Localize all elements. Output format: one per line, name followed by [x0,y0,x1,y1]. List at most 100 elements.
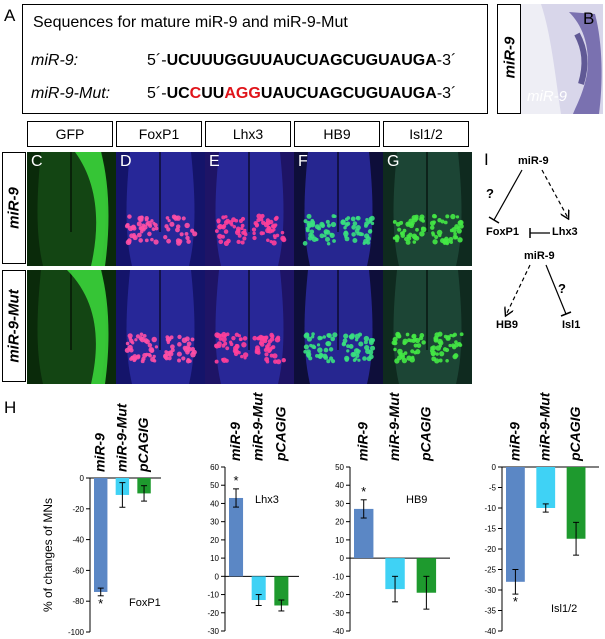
diagram-bottom-source: miR-9 [524,250,555,262]
activate-line-lhx3 [541,169,568,218]
y-tick-label: -5 [489,484,497,493]
tissue-section [124,152,198,266]
category-label: pCAGIG [417,406,433,462]
bar-chart-3: -40 -35 -30 -25 -20 -15 -10 -5 0 * miR-9 miR-9-Mut p… [484,391,599,636]
bar-miR-9 [94,478,108,592]
tissue-section [37,270,109,384]
y-tick-label: -20 [207,609,219,618]
significance-star: * [98,596,103,611]
category-label: pCAGIG [272,406,288,462]
microscopy-tile: G [383,152,472,266]
tile-panel-label: F [298,153,308,170]
panel-b-side-text: miR-9 [501,36,519,79]
category-label: miR-9-Mut [113,402,129,472]
y-tick-label: -20 [72,505,84,514]
y-tick-label: -60 [72,566,84,575]
header-foxp1: FoxP1 [116,121,202,147]
y-tick-label: 0 [492,463,497,472]
diagram-top-question: ? [486,186,494,201]
mutated-nucleotide: G [248,85,261,102]
category-label: miR-9-Mut [250,391,266,461]
y-tick-label: -40 [484,627,496,636]
bar-pCAGIG [274,576,289,606]
y-tick-label: -15 [484,525,496,534]
bar-pCAGIG [566,467,586,539]
tissue-section [37,152,109,266]
sequence-segment: UU [201,85,225,102]
tissue-section [214,152,287,266]
header-lhx3: Lhx3 [205,121,291,147]
panel-label-h: H [4,398,17,417]
microscopy-tile: D [116,152,205,266]
category-label: pCAGIG [567,406,583,462]
y-tick-label: -40 [332,627,344,636]
bar-chart-0: -100 -80 -60 -40 -20 0 * miR-9 miR-9-Mut pCAGIG Fo… [41,402,161,636]
mutated-nucleotide: G [235,85,249,102]
row-label-text: miR-9-Mut [5,289,23,363]
diagram-top-left: FoxP1 [486,226,520,238]
bar-miR-9-Mut [385,558,405,590]
sequence-prefix: 5´- [147,52,167,69]
sequence-row-mir9: miR-9: 5´-UCUUUGGUUAUCUAGCUGUAUGA-3´ [31,52,456,70]
mutated-nucleotide: C [189,85,202,102]
panel-label-i: I [484,150,489,169]
inhibit-line-isl1 [545,264,567,315]
panel-label-a: A [4,6,16,25]
category-label: miR-9-Mut [537,391,553,461]
in-situ-section [541,4,603,114]
sequence-box: Sequences for mature miR-9 and miR-9-Mut… [22,4,488,114]
inhibit-line-foxp1 [493,169,523,221]
sequence-segment: UC [166,85,190,102]
sequence-prefix: 5´- [147,85,167,102]
bar-miR-9-Mut [251,576,266,601]
tissue-section [392,152,464,266]
bar-miR-9 [354,508,374,559]
category-label: miR-9 [506,422,522,461]
y-tick-label: -30 [207,627,219,636]
sequence-row-mut: miR-9-Mut: 5´-UCCUUAGGUAUCUAGCUGUAUGA-3´ [31,85,456,103]
y-axis-label: % of changes of MNs [41,498,55,612]
bar-chart-1: -30 -20 -10 0 10 20 30 40 50 60 * miR-9 miR-9-Mut pCA… [207,391,299,636]
panel-b-image-label: miR-9 [527,88,567,105]
panel-b-label: B [583,9,595,28]
category-label: pCAGIG [135,417,151,473]
y-tick-label: -10 [332,572,344,581]
sequence-title: Sequences for mature miR-9 and miR-9-Mut [33,14,348,31]
y-tick-label: 50 [210,481,219,490]
chart-annotation: Lhx3 [255,494,279,506]
y-tick-label: 30 [210,518,219,527]
y-tick-label: 10 [335,536,344,545]
regulation-diagram [488,169,572,380]
microscopy-tile [27,270,116,384]
y-tick-label: 0 [215,572,220,581]
bar-miR-9-Mut [536,467,556,508]
y-tick-label: -20 [484,545,496,554]
tissue-section [302,152,375,266]
y-tick-label: -30 [484,586,496,595]
tissue-section [303,270,376,384]
bar-miR-9 [506,467,525,582]
microscopy-tile [205,270,294,384]
tissue-section [214,270,286,384]
y-tick-label: -100 [68,628,85,636]
tile-panel-label: C [31,153,43,170]
chart-annotation: Isl1/2 [551,603,577,615]
bar-miR-9 [229,497,244,577]
microscopy-tile: C [27,152,116,266]
y-tick-label: 40 [210,499,219,508]
y-tick-label: 60 [210,463,219,472]
sequence-name: miR-9: [31,52,79,69]
microscopy-tile [383,270,472,384]
sequence-suffix: -3´ [436,85,457,102]
y-tick-label: -35 [484,607,496,616]
category-label: miR-9-Mut [386,391,402,461]
microscopy-tile: F [294,152,383,266]
activate-line-hb9 [506,264,531,315]
y-tick-label: 10 [210,554,219,563]
category-label: miR-9 [227,422,243,461]
tile-panel-label: G [387,153,400,170]
y-tick-label: 20 [335,518,344,527]
y-tick-label: 0 [340,554,345,563]
y-tick-label: -20 [332,591,344,600]
header-hb9: HB9 [294,121,380,147]
